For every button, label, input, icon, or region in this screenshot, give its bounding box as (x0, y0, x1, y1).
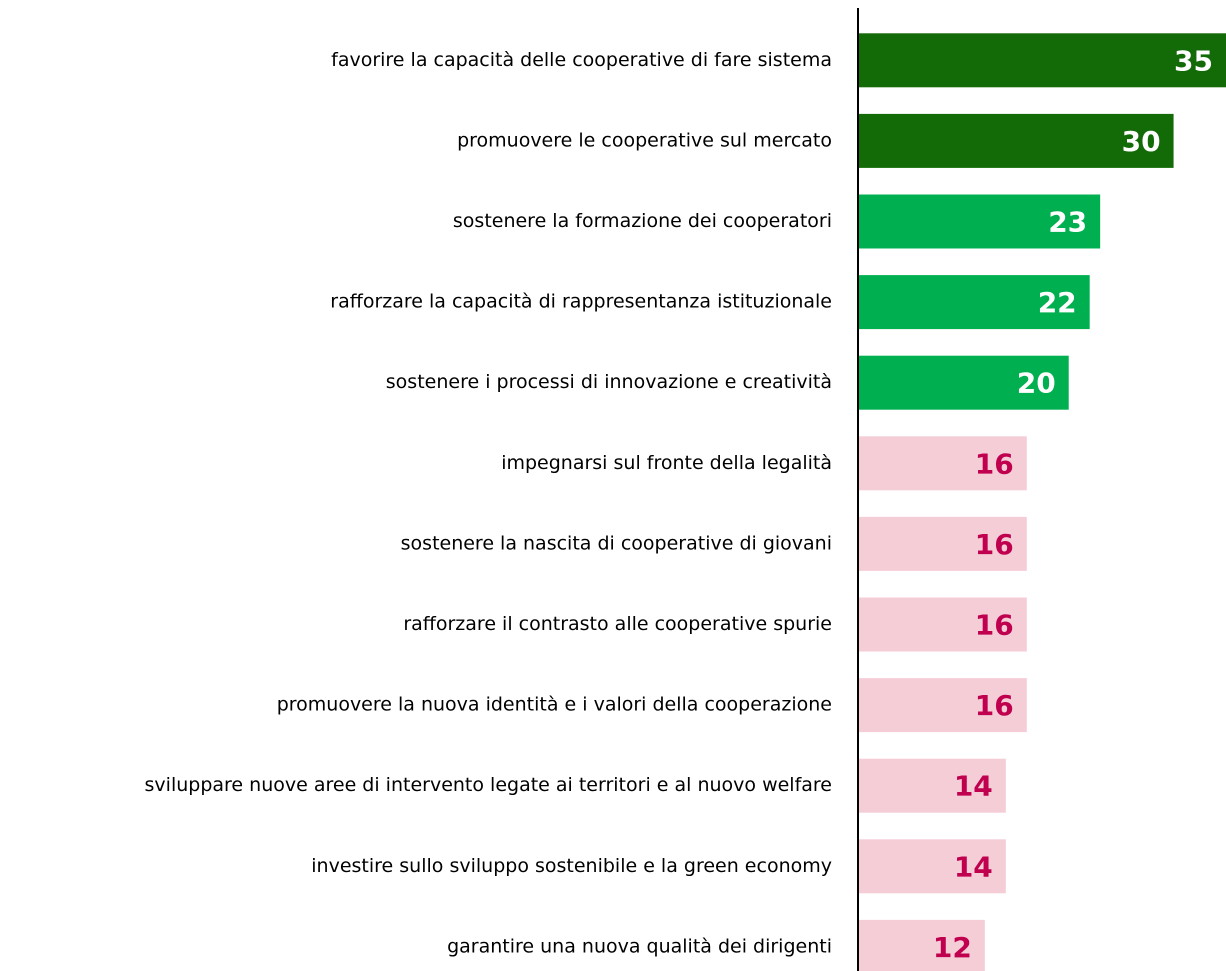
category-label: sostenere la formazione dei cooperatori (453, 210, 832, 232)
bar (859, 597, 1027, 652)
value-label: 16 (975, 528, 1014, 561)
bar (859, 758, 1006, 813)
category-label: promuovere le cooperative sul mercato (457, 129, 832, 151)
value-label: 35 (1174, 44, 1213, 77)
value-label: 22 (1038, 286, 1077, 319)
value-label: 23 (1048, 206, 1087, 239)
bar (859, 355, 1069, 410)
value-label: 14 (954, 770, 993, 803)
category-label: garantire una nuova qualità dei dirigent… (447, 935, 832, 957)
value-label: 14 (954, 850, 993, 883)
category-label: investire sullo sviluppo sostenibile e l… (311, 855, 832, 877)
bar (859, 919, 985, 971)
category-label: rafforzare la capacità di rappresentanza… (330, 291, 832, 313)
value-label: 16 (975, 447, 1014, 480)
category-label: promuovere la nuova identità e i valori … (277, 694, 832, 716)
category-label: rafforzare il contrasto alle cooperative… (403, 613, 832, 635)
bar (859, 516, 1027, 571)
bar (859, 436, 1027, 491)
category-label: sostenere la nascita di cooperative di g… (401, 532, 832, 554)
category-label: sviluppare nuove aree di intervento lega… (145, 774, 832, 796)
category-label: favorire la capacità delle cooperative d… (331, 49, 832, 71)
value-label: 30 (1122, 125, 1161, 158)
bar (859, 33, 1226, 88)
bar (859, 194, 1101, 249)
bar (859, 839, 1006, 894)
value-label: 16 (975, 689, 1014, 722)
category-label: sostenere i processi di innovazione e cr… (386, 371, 832, 393)
category-label: impegnarsi sul fronte della legalità (501, 452, 832, 474)
value-label: 20 (1017, 367, 1056, 400)
value-label: 16 (975, 609, 1014, 642)
value-label: 12 (933, 931, 972, 964)
bar (859, 678, 1027, 733)
bar (859, 275, 1090, 330)
bar (859, 113, 1174, 168)
